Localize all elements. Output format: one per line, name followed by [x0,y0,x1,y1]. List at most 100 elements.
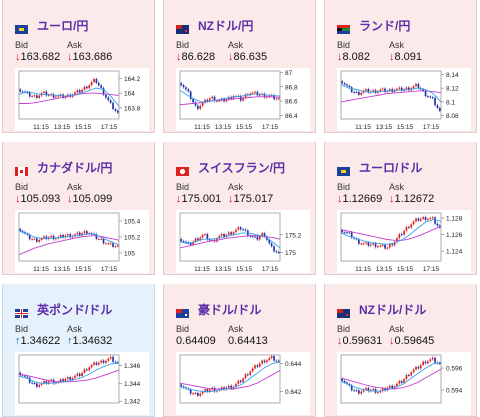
candle-body [97,82,100,86]
candle-body [208,98,211,102]
ma-slow-line [179,96,281,106]
candle-body [90,233,93,235]
pair-title[interactable]: NZドル/ドル [359,302,427,317]
rate-card[interactable]: ユーロ/円 Bid Ask ↓163.682 ↓163.686 164.2 164 163.8… [2,0,155,133]
price-chart[interactable]: 0.644 0.642 [176,352,310,415]
candle-body [194,392,197,394]
candle-body [43,381,45,384]
price-chart[interactable]: 105.4 105.2 105 11:15 13:15 15:15 17:15 [15,210,149,273]
x-tick-label: 15:15 [397,124,414,131]
card-header[interactable]: NZドル/ドル [337,300,426,318]
candle-body [355,91,358,93]
candle-body [254,365,256,369]
candle-body [261,360,263,364]
candle-body [434,357,436,363]
candle-body [21,230,24,233]
candle-body [400,234,403,236]
y-tick-label: 1.342 [124,399,141,406]
candle-body [116,110,119,113]
ma-fast-line [179,361,281,393]
rate-card[interactable]: ランド/円 Bid Ask ↓8.082 ↓8.091 8.14 8.12 8.1 8.08 11… [324,0,477,133]
rate-card[interactable]: ユーロ/ドル Bid Ask ↓1.12669 ↓1.12672 1.128 1.126 1.… [324,142,477,275]
price-chart[interactable]: 87 86.8 86.6 86.4 11:15 13:15 15:15 17:15 [176,68,310,131]
candle-body [19,372,22,375]
x-tick-label: 13:15 [215,266,232,273]
rate-card[interactable]: スイスフラン/円 Bid Ask ↓175.001 ↓175.017 175.2 175 11… [163,142,316,275]
candle-body [76,90,79,93]
rate-card[interactable]: NZドル/円 Bid Ask ↓86.628 ↓86.635 87 86.8 86.6 86.4… [163,0,316,133]
bid-label: Bid [176,182,190,192]
card-header[interactable]: ユーロ/円 [15,16,88,34]
candle-body [78,373,81,377]
candle-body [50,235,52,238]
candle-body [93,78,95,83]
candle-body [422,89,424,91]
pair-title[interactable]: ユーロ/ドル [359,160,423,175]
y-tick-label: 175 [285,250,296,257]
rate-card[interactable]: 豪ドル/ドル Bid Ask 0.64409 0.64413 0.644 0.642 [163,284,316,417]
candle-body [251,236,254,238]
candle-body [105,360,107,363]
ask-label: Ask [228,182,244,192]
candle-body [353,91,355,93]
candle-body [100,360,102,363]
candle-body [206,389,209,392]
candle-body [408,375,410,377]
rate-card[interactable]: 英ポンド/ドル Bid Ask ↑1.34622 ↑1.34632 1.346 1.344 1… [2,284,155,417]
x-tick-label: 13:15 [54,124,71,131]
x-tick-label: 15:15 [236,266,253,273]
y-tick-label: 163.8 [124,105,141,112]
candle-body [36,383,38,387]
x-tick-label: 17:15 [262,266,279,273]
candle-body [59,234,62,237]
rate-card[interactable]: カナダドル/円 Bid Ask ↓105.093 ↓105.099 105.4 105.2 1… [2,142,155,275]
candle-body [74,92,76,95]
rate-card[interactable]: NZドル/ドル Bid Ask ↓0.59631 ↓0.59645 0.596 0.594 [324,284,477,417]
candle-body [55,96,57,98]
candle-body [66,377,69,379]
candle-body [384,244,386,249]
arrow-down-icon: ↓ [176,51,182,63]
card-header[interactable]: 英ポンド/ドル [15,300,112,318]
candle-body [372,388,374,390]
candle-body [377,392,379,394]
pair-title[interactable]: 英ポンド/ドル [37,302,113,317]
candle-body [242,378,244,383]
arrow-down-icon: ↓ [337,335,343,347]
card-header[interactable]: NZドル/円 [176,16,253,34]
ma-fast-line [340,362,442,392]
candle-body [201,102,204,106]
pair-title[interactable]: カナダドル/円 [37,160,113,175]
candle-body [28,92,31,97]
pair-title[interactable]: スイスフラン/円 [198,160,285,175]
x-tick-label: 17:15 [423,124,440,131]
candle-body [33,95,36,97]
chart-frame [179,212,281,262]
nz-flag-icon [176,21,189,34]
price-chart[interactable]: 0.596 0.594 [337,352,471,415]
candle-body [436,223,439,226]
candle-body [201,391,204,394]
candle-body [275,251,278,253]
pair-title[interactable]: 豪ドル/ドル [198,302,262,317]
price-chart[interactable]: 164.2 164 163.8 11:15 13:15 15:15 17:15 [15,68,149,131]
price-chart[interactable]: 1.128 1.126 1.124 11:15 13:15 15:15 17:15 [337,210,471,273]
candle-body [197,392,199,396]
price-chart[interactable]: 8.14 8.12 8.1 8.08 11:15 13:15 15:15 17:15 [337,68,471,131]
price-chart[interactable]: 175.2 175 11:15 13:15 15:15 17:15 [176,210,310,273]
card-header[interactable]: ユーロ/ドル [337,158,422,176]
card-header[interactable]: スイスフラン/円 [176,158,285,176]
candle-body [237,227,240,230]
candle-body [244,94,247,98]
arrow-down-icon: ↓ [389,51,395,63]
candle-body [47,94,50,96]
candle-body [358,239,360,244]
pair-title[interactable]: NZドル/円 [198,18,254,33]
card-header[interactable]: カナダドル/円 [15,158,112,176]
card-header[interactable]: ランド/円 [337,16,410,34]
card-header[interactable]: 豪ドル/ドル [176,300,261,318]
price-chart[interactable]: 1.346 1.344 1.342 [15,352,149,415]
pair-title[interactable]: ユーロ/円 [37,18,89,33]
candle-body [43,236,45,239]
pair-title[interactable]: ランド/円 [359,18,411,33]
